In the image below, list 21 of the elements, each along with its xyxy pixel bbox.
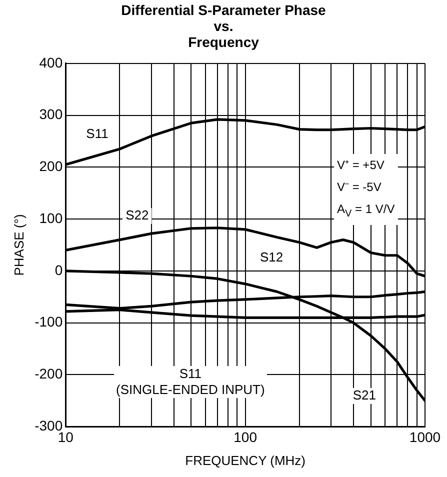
y-tick-label: -200 <box>34 366 63 382</box>
x-tick-label: 1000 <box>409 428 441 445</box>
annotation: S11 (SINGLE-ENDED INPUT) <box>114 366 267 398</box>
chart-title: Differential S-Parameter Phase vs. Frequency <box>120 2 327 50</box>
annotation: V⁻ = -5V <box>337 179 382 196</box>
annotation: S11 <box>86 126 108 142</box>
annotation: S21 <box>352 388 376 403</box>
annotation: S22 <box>126 208 149 223</box>
x-axis-title: FREQUENCY (MHz) <box>185 452 306 468</box>
x-tick-label: 100 <box>234 428 258 445</box>
y-tick-label: 200 <box>39 158 63 174</box>
y-tick-label: 100 <box>39 210 63 226</box>
annotation: V⁺ = +5V <box>337 157 386 174</box>
y-tick-label: -100 <box>34 314 63 330</box>
y-tick-label: 300 <box>39 106 63 122</box>
y-tick-label: -300 <box>34 417 63 434</box>
y-tick-label: 400 <box>39 54 63 70</box>
y-axis-title: PHASE (°) <box>11 214 26 276</box>
y-tick-label: 0 <box>54 262 63 278</box>
annotation: A$_{V}$ = 1 V/V <box>337 201 395 222</box>
annotation: S12 <box>260 250 284 265</box>
